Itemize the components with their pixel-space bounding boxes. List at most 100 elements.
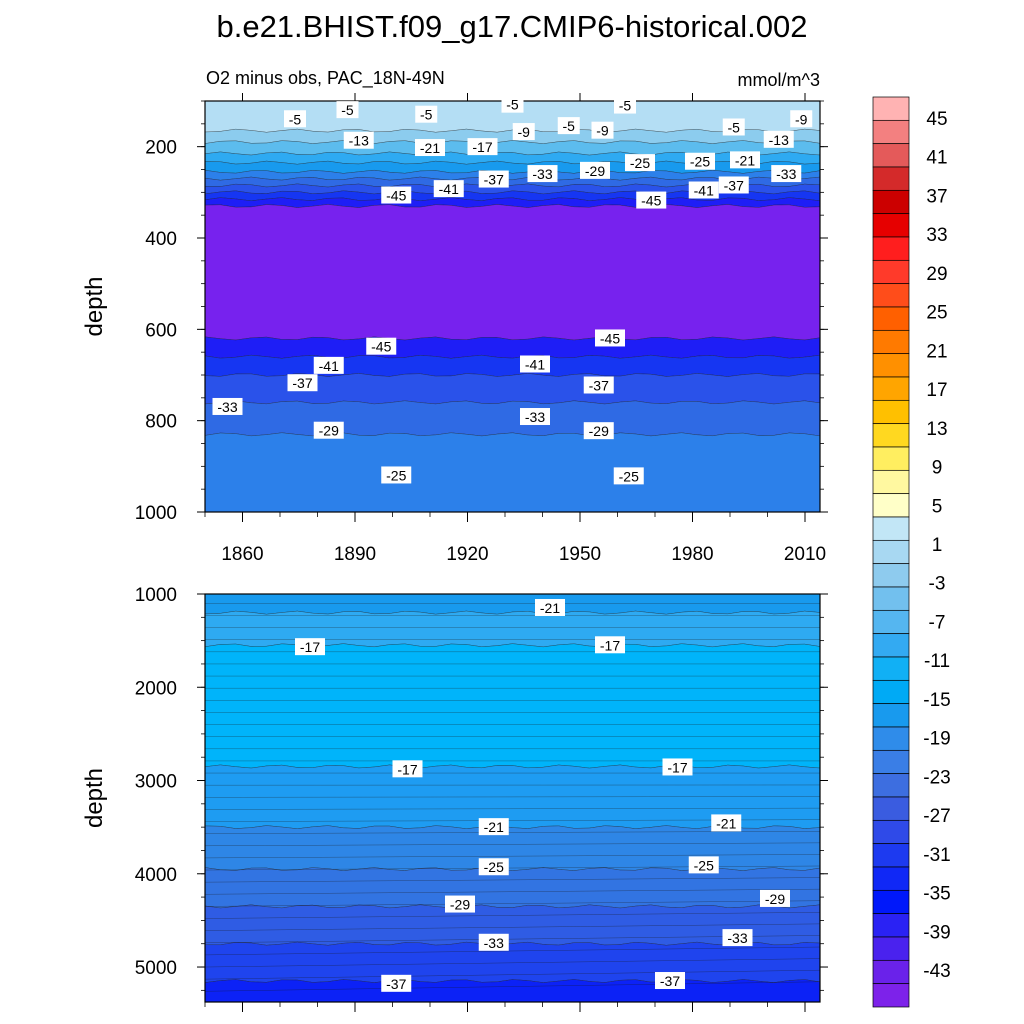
contour-label: -17 <box>595 636 625 654</box>
contour-label: -33 <box>212 397 243 415</box>
svg-text:-21: -21 <box>484 819 504 835</box>
colorbar-swatch <box>872 866 910 891</box>
svg-text:-9: -9 <box>596 123 609 139</box>
contour-label: -21 <box>478 818 509 836</box>
contour-label: -21 <box>711 814 742 832</box>
colorbar-swatch <box>872 516 910 541</box>
contour-field <box>205 594 820 1002</box>
colorbar-swatch <box>872 189 910 215</box>
y-tick-label: 2000 <box>135 678 177 699</box>
contour-label: -13 <box>763 130 794 148</box>
contour-label: -29 <box>313 421 344 439</box>
contour-line <box>205 981 820 992</box>
colorbar-swatch <box>872 306 910 331</box>
svg-text:-29: -29 <box>450 897 470 913</box>
x-tick-label: 1950 <box>559 544 601 565</box>
contour-label: -17 <box>392 760 423 778</box>
svg-text:-45: -45 <box>641 193 661 209</box>
y-tick-label: 400 <box>145 229 177 250</box>
svg-text:-33: -33 <box>776 166 796 182</box>
colorbar-label: -7 <box>929 612 946 633</box>
svg-text:-29: -29 <box>585 163 605 179</box>
contour-label: -17 <box>467 138 498 156</box>
y-tick-label: 4000 <box>135 865 177 886</box>
contour-label: -25 <box>381 466 412 484</box>
contour-line <box>205 854 820 859</box>
svg-text:-5: -5 <box>563 118 576 134</box>
y-tick-label: 600 <box>145 320 177 341</box>
x-tick-label: 1980 <box>671 544 713 565</box>
colorbar-swatch <box>872 539 910 565</box>
upper-panel: -5 -5 -5 -5 -5 -5 -5 -9 -9 -9 -13 -13 -21 -17 -25 -25 -2… <box>81 93 828 565</box>
x-tick-label: 2010 <box>784 544 826 565</box>
figure-title: b.e21.BHIST.f09_g17.CMIP6-historical.002 <box>216 9 807 44</box>
svg-text:-9: -9 <box>518 124 531 140</box>
contour-label: -21 <box>535 598 565 616</box>
colorbar-swatch <box>872 656 910 681</box>
y-tick-label: 800 <box>145 412 177 433</box>
contour-line <box>205 796 820 798</box>
svg-text:-41: -41 <box>439 181 459 197</box>
contour-label: -29 <box>445 895 475 913</box>
contour-line <box>205 935 820 944</box>
contour-label: -21 <box>415 139 445 157</box>
colorbar-swatch <box>872 283 910 308</box>
contour-band <box>205 204 820 341</box>
svg-text:-33: -33 <box>484 935 504 951</box>
colorbar-label: 41 <box>926 148 947 169</box>
svg-text:-41: -41 <box>525 356 545 372</box>
y-tick-label: 5000 <box>135 958 177 979</box>
contour-label: -5 <box>557 117 580 135</box>
svg-text:-21: -21 <box>420 140 440 156</box>
contour-band <box>205 400 820 437</box>
contour-band <box>205 979 820 1002</box>
colorbar-swatch <box>872 119 910 145</box>
colorbar-label: 33 <box>926 225 947 246</box>
svg-text:-41: -41 <box>694 183 714 199</box>
contour-label: -41 <box>520 355 550 373</box>
contour-band <box>205 643 820 769</box>
svg-text:-37: -37 <box>292 375 312 391</box>
colorbar-swatch <box>872 586 910 611</box>
contour-label: -37 <box>381 974 412 992</box>
svg-text:-25: -25 <box>694 857 714 873</box>
contour-label: -21 <box>730 151 760 169</box>
svg-text:-5: -5 <box>341 102 354 118</box>
colorbar-swatch <box>872 796 910 821</box>
svg-text:-33: -33 <box>217 399 237 415</box>
svg-text:-17: -17 <box>667 759 687 775</box>
contour-label: -25 <box>688 856 719 874</box>
contour-line <box>205 900 820 907</box>
contour-label: -29 <box>580 161 610 179</box>
svg-text:-37: -37 <box>589 378 609 394</box>
colorbar-swatch <box>872 96 910 121</box>
y-tick-label: 1000 <box>135 503 177 524</box>
contour-label: -29 <box>583 422 614 440</box>
contour-line <box>205 958 820 968</box>
contour-label: -9 <box>591 121 614 139</box>
contour-label: -25 <box>625 154 655 172</box>
colorbar-swatch <box>872 703 910 728</box>
contour-label: -33 <box>520 408 550 426</box>
colorbar-swatch <box>872 889 910 915</box>
colorbar-swatch <box>872 166 910 191</box>
colorbar-label: 17 <box>926 380 947 401</box>
colorbar-label: -3 <box>929 574 946 595</box>
colorbar-label: -31 <box>923 845 950 866</box>
contour-label: -25 <box>613 467 644 485</box>
colorbar-label: 5 <box>932 496 943 517</box>
colorbar-label: 21 <box>926 341 947 362</box>
svg-text:-5: -5 <box>619 98 632 114</box>
svg-text:-37: -37 <box>660 973 680 989</box>
colorbar: 45 41 37 33 29 25 21 17 13 9 5 1 -3 -7 -11 -15 -19 -23 -27… <box>872 96 951 1008</box>
x-tick-label: 1890 <box>334 544 376 565</box>
contour-label: -45 <box>381 186 412 204</box>
contour-label: -5 <box>415 105 438 123</box>
contour-label: -17 <box>662 758 693 776</box>
contour-label: -33 <box>771 165 802 183</box>
colorbar-swatch <box>872 563 910 588</box>
contour-band <box>205 867 820 909</box>
svg-text:-17: -17 <box>600 637 620 653</box>
contour-line <box>205 807 820 810</box>
